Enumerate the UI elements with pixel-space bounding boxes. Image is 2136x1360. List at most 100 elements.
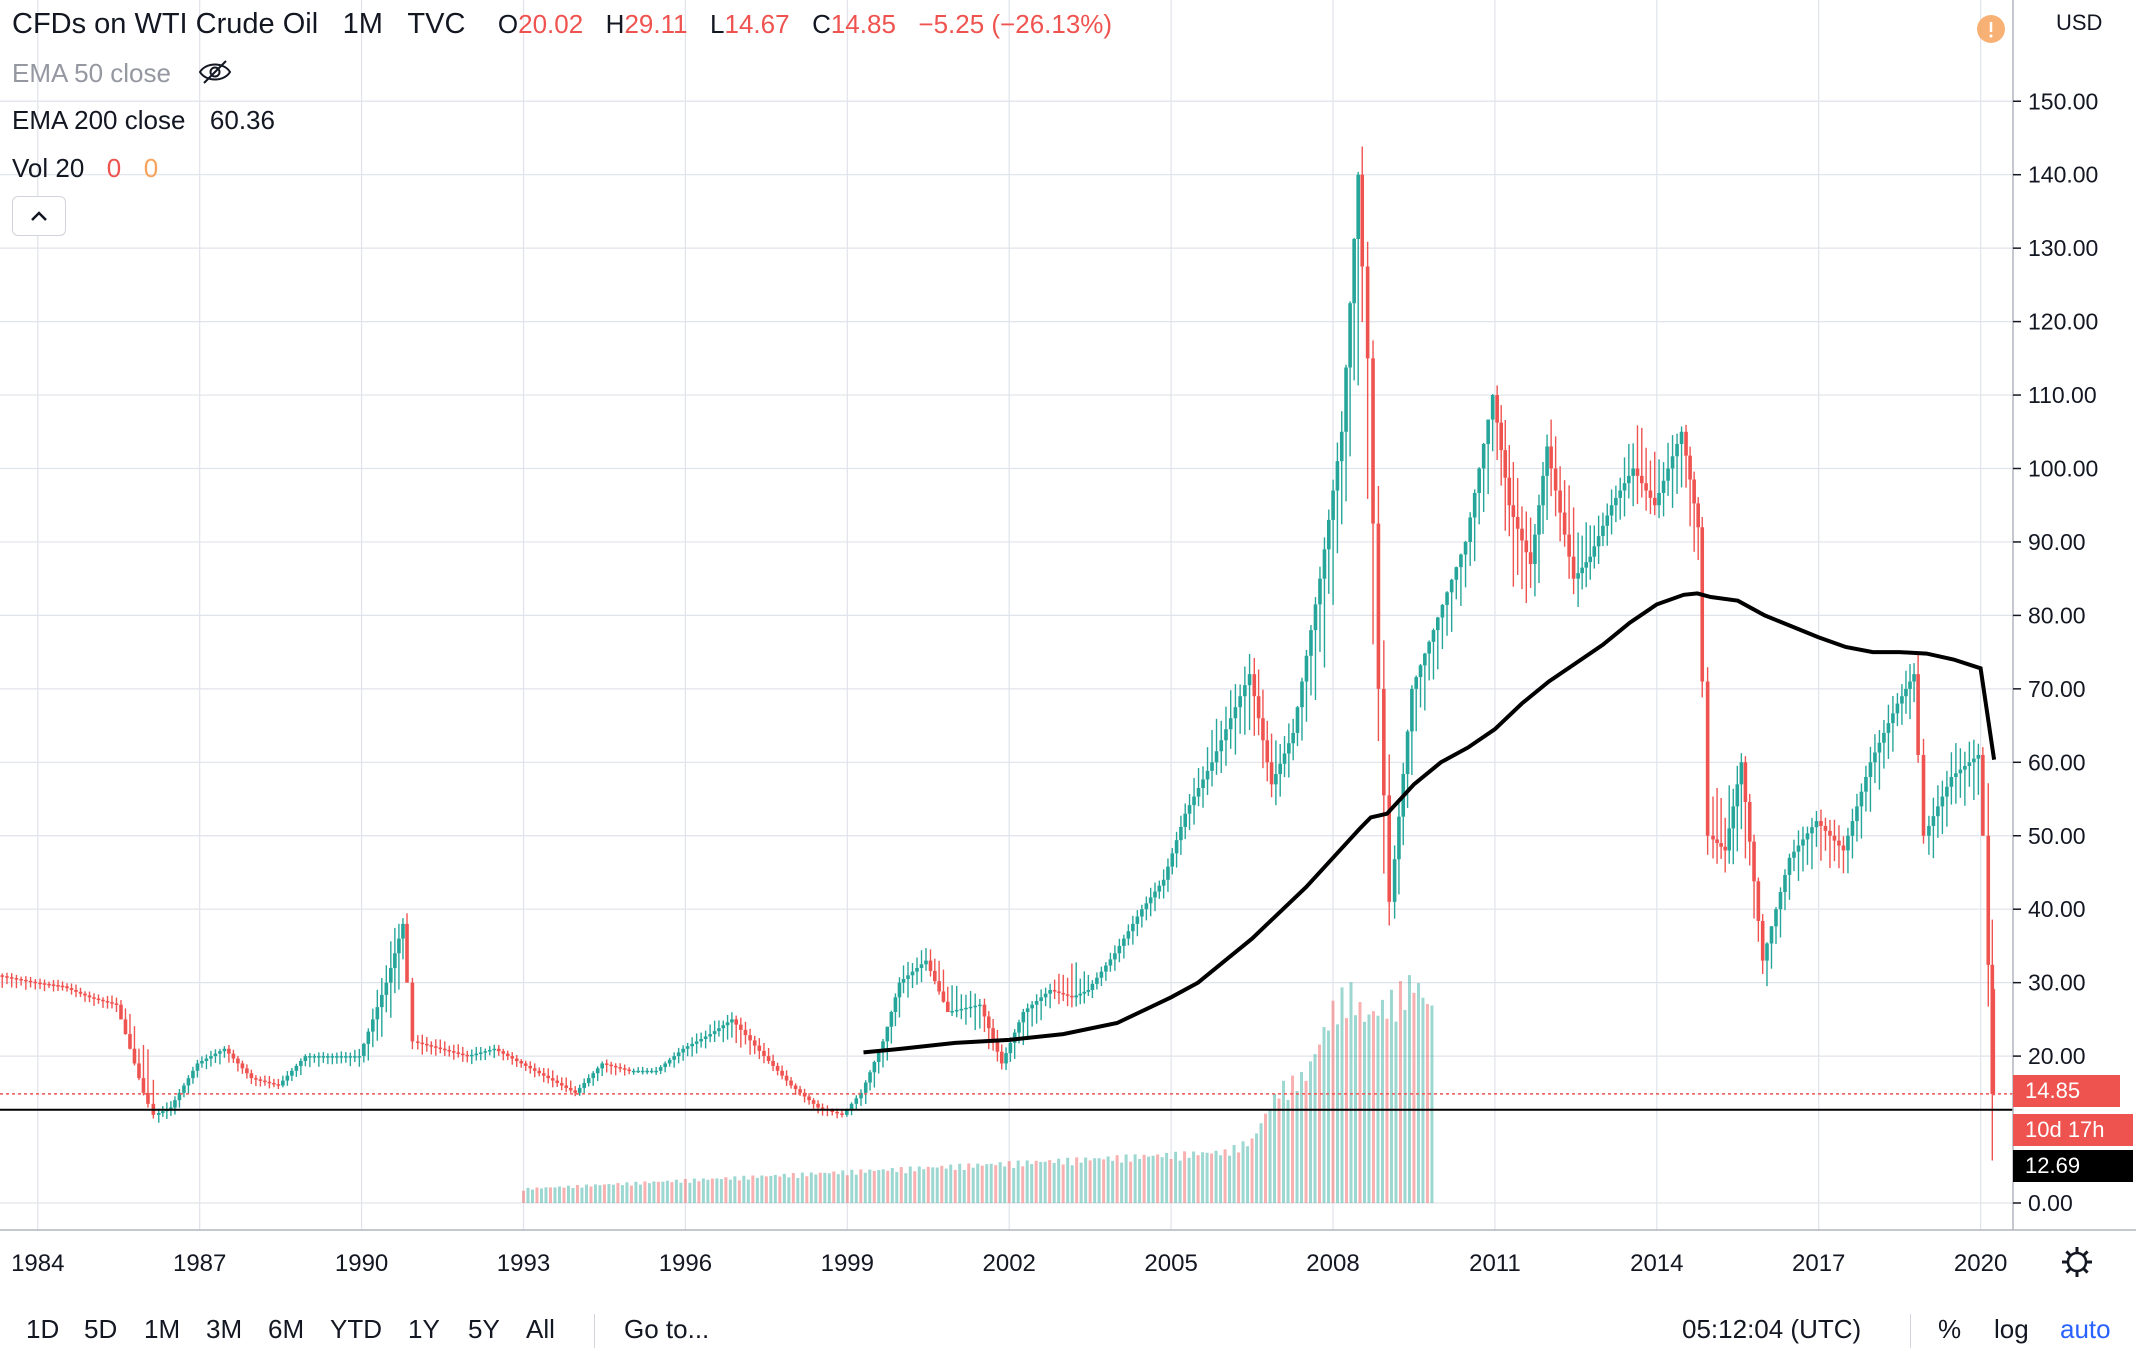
candle-body [1908, 681, 1912, 689]
y-tick-label: 100.00 [2028, 456, 2098, 482]
volume-bar [1210, 1153, 1214, 1203]
candle-body [743, 1029, 748, 1036]
candle-body [1900, 696, 1904, 704]
candle-body [1008, 1042, 1013, 1054]
volume-bar [1394, 1021, 1398, 1203]
candle-body [1495, 395, 1499, 423]
candle-body [820, 1107, 825, 1110]
collapse-legend-button[interactable] [12, 196, 66, 236]
volume-bar [796, 1178, 800, 1203]
candle-body [308, 1056, 312, 1058]
goto-button[interactable]: Go to... [624, 1314, 710, 1344]
range-1m-button[interactable]: 1M [144, 1314, 181, 1344]
candle-body [353, 1056, 357, 1058]
volume-bar [665, 1180, 669, 1203]
volume-bar [1066, 1157, 1070, 1203]
symbol-name[interactable]: CFDs on WTI Crude Oil [12, 8, 319, 40]
volume-bar [521, 1190, 525, 1203]
candle-body [1135, 916, 1140, 924]
candle-body [881, 1041, 885, 1052]
utc-clock[interactable]: 05:12:04 (UTC) [1682, 1314, 1862, 1344]
ema200-legend[interactable]: EMA 200 close 60.36 [12, 105, 275, 136]
candle-body [405, 923, 409, 983]
volume-bar [1183, 1151, 1187, 1203]
candle-body [676, 1052, 681, 1057]
candle-body [1503, 450, 1508, 478]
candle-body [964, 1007, 968, 1010]
candle-body [950, 1010, 954, 1013]
candle-body [465, 1054, 470, 1057]
volume-bar [949, 1164, 953, 1203]
volume-bar [1228, 1155, 1232, 1203]
candle-body [1090, 983, 1095, 990]
candle-body [1855, 806, 1859, 822]
candle-body [1927, 825, 1931, 836]
volume-bar [1169, 1158, 1173, 1203]
candle-body [496, 1048, 501, 1052]
ema50-legend[interactable]: EMA 50 close [12, 58, 232, 92]
volume-bar [832, 1171, 836, 1203]
x-tick-label: 2020 [1954, 1250, 2007, 1277]
candle-body [1039, 997, 1043, 1002]
candle-body [285, 1075, 290, 1081]
volume-bar [539, 1188, 543, 1203]
range-5y-button[interactable]: 5Y [468, 1314, 500, 1344]
volume-bar [1133, 1154, 1137, 1203]
range-1d-button[interactable]: 1D [26, 1314, 60, 1344]
volume-bar [1331, 1000, 1335, 1203]
volume-bar [1012, 1167, 1016, 1203]
candle-body [1819, 821, 1823, 826]
range-ytd-button[interactable]: YTD [330, 1314, 382, 1344]
volume-bar [760, 1175, 764, 1203]
volume-bar [1061, 1164, 1065, 1203]
volume-bar [692, 1178, 696, 1203]
range-6m-button[interactable]: 6M [268, 1314, 305, 1344]
settings-gear-icon[interactable] [2062, 1247, 2092, 1277]
volume-label: Vol 20 [12, 153, 85, 183]
candle-body [924, 960, 928, 965]
candle-body [209, 1056, 213, 1059]
candle-body [1445, 592, 1449, 605]
volume-bar [850, 1169, 854, 1203]
candle-body [1774, 909, 1778, 927]
auto-scale-button[interactable]: auto [2060, 1314, 2111, 1344]
candle-body [1700, 527, 1705, 682]
volume-bar [1425, 1004, 1429, 1203]
volume-bar [1084, 1157, 1088, 1203]
candle-body [919, 964, 924, 968]
log-scale-button[interactable]: log [1994, 1314, 2029, 1344]
candle-body [564, 1085, 569, 1088]
volume-legend[interactable]: Vol 20 0 0 [12, 153, 158, 184]
candle-body [460, 1053, 465, 1056]
range-5d-button[interactable]: 5D [84, 1314, 118, 1344]
volume-bar [962, 1169, 966, 1203]
volume-bar [589, 1186, 593, 1203]
candle-body [730, 1019, 734, 1023]
percent-scale-button[interactable]: % [1938, 1314, 1962, 1344]
candle-body [101, 999, 105, 1002]
alert-clock-icon[interactable] [1977, 15, 2005, 43]
interval-label[interactable]: 1M [342, 8, 383, 40]
candle-body [474, 1053, 479, 1056]
candle-body [92, 997, 96, 999]
range-all-button[interactable]: All [526, 1314, 555, 1344]
candle-body [1187, 805, 1192, 814]
volume-bar [1165, 1152, 1169, 1203]
volume-bar [1178, 1160, 1182, 1203]
candle-body [299, 1060, 303, 1066]
volume-bar [863, 1172, 867, 1203]
range-3m-button[interactable]: 3M [206, 1314, 243, 1344]
candle-body [487, 1049, 492, 1052]
candle-body [582, 1083, 587, 1088]
range-1y-button[interactable]: 1Y [408, 1314, 440, 1344]
volume-bar [1147, 1156, 1151, 1203]
volume-bar [823, 1172, 827, 1203]
volume-bar [1273, 1093, 1277, 1203]
candle-body [1537, 505, 1541, 535]
price-chart[interactable]: 0.00 20.00 30.00 40.00 50.00 60.00 70.00 80.00 9… [0, 0, 2136, 1302]
candle-body [1414, 677, 1419, 689]
currency-label[interactable]: USD [2056, 10, 2103, 35]
candle-body [717, 1028, 721, 1032]
hidden-eye-icon[interactable] [198, 59, 232, 92]
volume-bar [985, 1164, 989, 1203]
